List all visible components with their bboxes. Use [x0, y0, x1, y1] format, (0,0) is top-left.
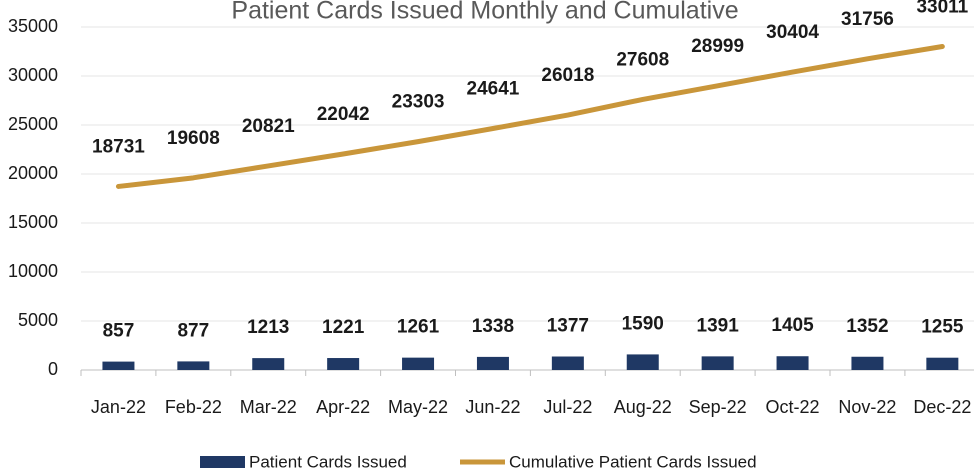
bar-value-label: 1405 [771, 315, 814, 336]
y-tick-label: 0 [48, 359, 58, 379]
bar-value-label: 1261 [397, 317, 440, 338]
x-tick-label: Jul-22 [543, 397, 592, 417]
bar [701, 356, 734, 370]
bar-value-label: 1391 [697, 315, 740, 336]
y-tick-label: 35000 [8, 16, 58, 36]
x-tick-label: May-22 [388, 397, 448, 417]
bar [402, 357, 435, 370]
line-value-label: 26018 [541, 65, 594, 86]
legend-label: Cumulative Patient Cards Issued [509, 452, 757, 471]
x-tick-label: Feb-22 [165, 397, 222, 417]
bar-value-label: 857 [103, 321, 135, 342]
bar [177, 361, 210, 370]
bar [327, 358, 360, 370]
x-tick-label: Aug-22 [614, 397, 672, 417]
bar [551, 356, 584, 370]
y-tick-label: 10000 [8, 261, 58, 281]
line-value-label: 31756 [841, 9, 894, 30]
line-value-label: 24641 [467, 79, 520, 100]
x-tick-label: Apr-22 [316, 397, 370, 417]
x-tick-label: Nov-22 [838, 397, 896, 417]
line-value-label: 19608 [167, 128, 220, 149]
x-tick-label: Jan-22 [91, 397, 146, 417]
bar-value-label: 1213 [247, 317, 289, 338]
line-value-label: 23303 [392, 92, 445, 113]
y-tick-label: 30000 [8, 65, 58, 85]
bar-value-label: 1590 [622, 313, 664, 334]
line-value-label: 18731 [92, 136, 145, 157]
y-tick-label: 15000 [8, 212, 58, 232]
bar-value-label: 1338 [472, 316, 514, 337]
bar-value-label: 877 [177, 320, 209, 341]
bar [102, 361, 135, 370]
bar-value-label: 1377 [547, 316, 589, 337]
bar [476, 356, 509, 370]
chart-title: Patient Cards Issued Monthly and Cumulat… [231, 0, 738, 25]
bar [626, 354, 659, 370]
bar [776, 356, 809, 370]
line-value-label: 27608 [616, 49, 669, 70]
line-value-label: 20821 [242, 116, 295, 137]
y-tick-label: 20000 [8, 163, 58, 183]
x-tick-label: Sep-22 [689, 397, 747, 417]
bar [851, 356, 884, 370]
bar-value-label: 1221 [322, 317, 365, 338]
legend-label: Patient Cards Issued [249, 452, 407, 471]
bar-value-label: 1255 [921, 317, 964, 338]
x-tick-label: Jun-22 [465, 397, 520, 417]
x-tick-label: Dec-22 [913, 397, 971, 417]
bar-value-label: 1352 [846, 316, 888, 337]
bar [926, 357, 959, 370]
bar [252, 358, 285, 370]
line-value-label: 33011 [916, 0, 968, 18]
line-value-label: 30404 [766, 22, 819, 43]
x-tick-label: Mar-22 [240, 397, 297, 417]
y-tick-label: 5000 [18, 310, 58, 330]
line-value-label: 28999 [691, 36, 744, 57]
y-tick-label: 25000 [8, 114, 58, 134]
legend-swatch [200, 456, 245, 468]
line [115, 43, 945, 189]
x-tick-label: Oct-22 [766, 397, 820, 417]
line-value-label: 22042 [317, 104, 370, 125]
